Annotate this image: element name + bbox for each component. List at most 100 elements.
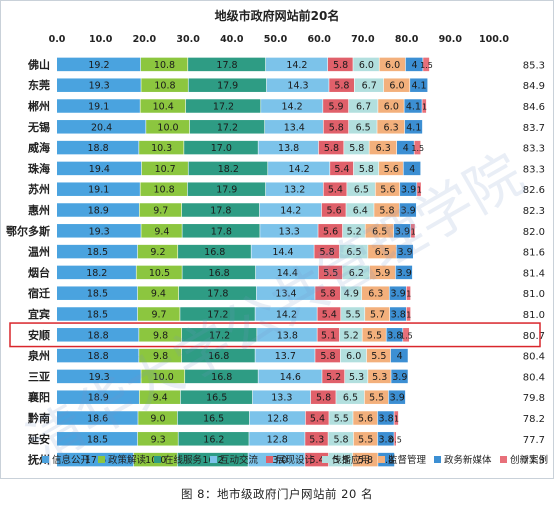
bar-segment (353, 57, 379, 72)
bar-value-label: 14.2 (280, 206, 301, 217)
bar-segment (265, 120, 323, 134)
total-value-label: 84.9 (523, 81, 545, 92)
bar-value-label: 6.5 (346, 247, 361, 258)
total-value-label: 80.7 (523, 331, 545, 342)
bar-value-label: 18.9 (88, 206, 109, 217)
figure-caption: 图 8：地市级政府门户网站前 20 名 (181, 487, 373, 501)
x-tick-label: 30.0 (176, 34, 200, 45)
bar-value-label: 18.6 (87, 414, 108, 425)
bar-segment (268, 161, 330, 176)
bar-segment (305, 432, 328, 446)
bar-value-label: 14.6 (280, 372, 301, 383)
bar-segment (317, 307, 341, 321)
bar-value-label: 5.8 (320, 351, 335, 362)
bar-segment (403, 328, 410, 342)
bar-segment (406, 307, 411, 321)
bar-segment (259, 203, 322, 217)
bar-segment (323, 182, 347, 196)
total-value-label: 82.3 (523, 206, 545, 217)
bar-value-label: 6.3 (384, 122, 399, 133)
bar-segment (410, 78, 428, 92)
bar-value-label: 9.2 (150, 247, 165, 258)
bar-segment (139, 348, 182, 363)
bar-value-label: 0.5 (389, 435, 402, 444)
bar-segment (339, 244, 368, 259)
bar-segment (57, 161, 142, 176)
bar-value-label: 5.8 (359, 164, 374, 175)
bar-segment (185, 99, 261, 113)
total-value-label: 83.7 (523, 123, 545, 134)
chart-title: 地级市政府网站前20名 (215, 8, 340, 23)
bar-value-label: 10.0 (153, 372, 174, 383)
x-tick-label: 60.0 (307, 34, 331, 45)
bar-value-label: 13.4 (284, 122, 305, 133)
bar-value-label: 17.2 (213, 102, 234, 113)
bar-value-label: 18.5 (87, 310, 108, 321)
bar-segment (138, 411, 178, 425)
bar-segment (353, 411, 378, 425)
bar-segment (377, 432, 394, 446)
bar-value-label: 4 (397, 351, 403, 362)
bar-value-label: 16.5 (206, 393, 227, 404)
bar-value-label: 18.5 (87, 289, 108, 300)
bar-value-label: 16.8 (211, 372, 232, 383)
category-label: 襄阳 (27, 390, 50, 404)
bar-segment (365, 224, 394, 238)
bar-value-label: 6.5 (354, 185, 369, 196)
bar-value-label: 9.4 (151, 289, 166, 300)
bar-segment (137, 286, 179, 300)
bar-segment (57, 390, 139, 404)
bar-segment (57, 452, 134, 467)
bar-segment (342, 224, 365, 238)
bar-segment (414, 140, 421, 155)
bar-value-label: 19.3 (89, 81, 110, 92)
x-tick-label: 70.0 (351, 34, 375, 45)
bar-segment (57, 286, 138, 300)
bar-value-label: 19.4 (89, 164, 110, 175)
bar-value-label: 5.8 (316, 393, 331, 404)
bar-segment (347, 182, 375, 196)
bar-value-label: 12.8 (267, 414, 288, 425)
bar-segment (328, 432, 354, 446)
bar-segment (178, 244, 251, 259)
bar-value-label: 13.2 (284, 185, 305, 196)
category-label: 烟台 (28, 265, 50, 279)
bar-value-label: 4 (403, 143, 409, 154)
bar-segment (255, 348, 315, 363)
bar-value-label: 1.5 (411, 144, 424, 153)
bar-segment (184, 140, 258, 155)
legend-swatch (210, 456, 217, 463)
bar-segment (141, 224, 182, 238)
bar-segment (180, 307, 255, 321)
bar-value-label: 13.7 (275, 351, 296, 362)
bar-segment (374, 203, 400, 217)
bar-value-label: 5.2 (347, 226, 362, 237)
total-value-label: 81.4 (523, 268, 545, 279)
bar-segment (391, 369, 408, 384)
bar-value-label: 5.2 (326, 372, 341, 383)
bar-value-label: 1.5 (420, 61, 433, 70)
bar-value-label: 1 (422, 103, 427, 112)
bar-value-label: 5.6 (358, 414, 373, 425)
bar-segment (344, 369, 368, 384)
bar-segment (341, 307, 365, 321)
bar-value-label: 5.6 (380, 185, 395, 196)
total-value-label: 85.3 (523, 60, 545, 71)
bar-value-label: 10.8 (153, 185, 174, 196)
bar-value-label: 5.5 (333, 455, 348, 466)
total-value-label: 83.3 (523, 164, 545, 175)
bar-segment (389, 286, 406, 300)
bar-value-label: 5.8 (329, 122, 344, 133)
bar-segment (310, 390, 336, 404)
bar-segment (258, 369, 322, 384)
bar-value-label: 4 (409, 164, 415, 175)
x-tick-label: 80.0 (395, 34, 419, 45)
bar-segment (364, 390, 389, 404)
bar-value-label: 5.8 (349, 143, 364, 154)
bar-value-label: 3.9 (395, 226, 410, 237)
bar-segment (57, 432, 138, 446)
bar-value-label: 3.8 (387, 330, 402, 341)
bar-segment (141, 78, 188, 92)
bar-segment (140, 182, 188, 196)
bar-value-label: 5.2 (344, 330, 359, 341)
